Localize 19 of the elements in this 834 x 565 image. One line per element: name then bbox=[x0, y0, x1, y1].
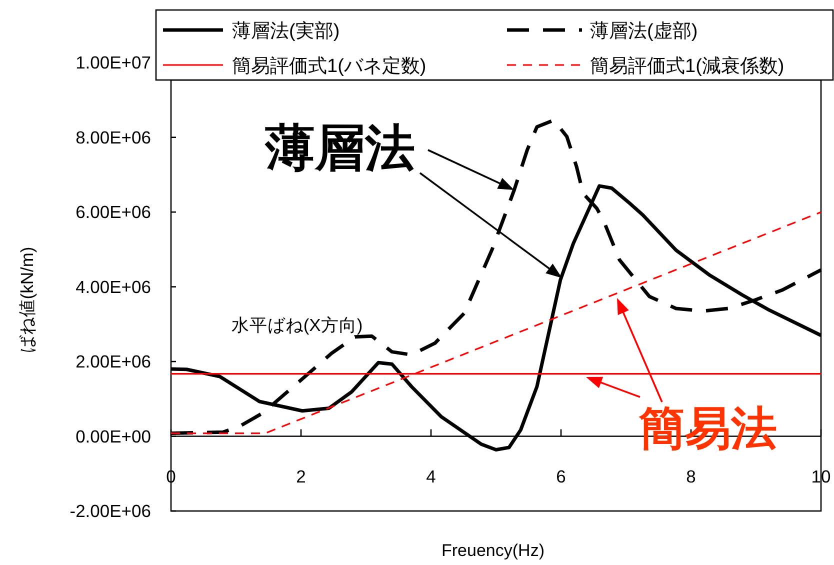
x-tick-label: 6 bbox=[556, 466, 566, 486]
y-axis-title: ばね値(kN/m) bbox=[17, 246, 37, 354]
legend-label: 簡易評価式1(減衰係数) bbox=[590, 55, 784, 77]
y-tick-label: 1.00E+07 bbox=[76, 52, 151, 73]
annotation: 薄層法 bbox=[264, 120, 415, 176]
x-axis-title: Freuency(Hz) bbox=[442, 541, 544, 560]
legend-label: 簡易評価式1(バネ定数) bbox=[232, 55, 426, 77]
legend-label: 薄層法(実部) bbox=[232, 20, 340, 42]
x-tick-label: 2 bbox=[296, 466, 306, 486]
y-tick-label: 6.00E+06 bbox=[76, 202, 151, 222]
y-tick-label: 2.00E+06 bbox=[76, 352, 151, 372]
legend-label: 薄層法(虚部) bbox=[590, 20, 698, 42]
annotation: 水平ばね(X方向) bbox=[231, 315, 363, 335]
x-tick-label: 4 bbox=[426, 466, 436, 486]
y-tick-label: -2.00E+06 bbox=[70, 501, 151, 521]
y-tick-label: 8.00E+06 bbox=[76, 127, 151, 148]
x-tick-label: 8 bbox=[686, 466, 696, 486]
y-tick-label: 4.00E+06 bbox=[76, 276, 151, 297]
y-tick-label: 0.00E+00 bbox=[76, 426, 152, 446]
